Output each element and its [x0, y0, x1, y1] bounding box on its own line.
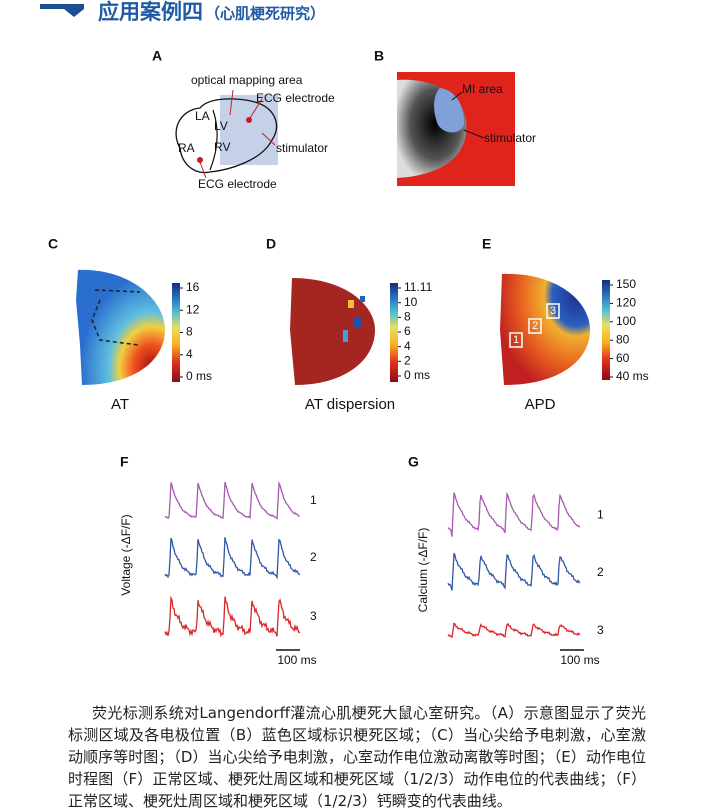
trace	[447, 491, 581, 537]
annotation: LA	[195, 109, 210, 123]
annotation: ECG electrode	[256, 91, 335, 105]
annotation: ECG electrode	[198, 177, 277, 191]
colorbar	[390, 283, 398, 382]
annotation: stimulator	[276, 141, 328, 155]
figure-caption: 荧光标测系统对Langendorff灌流心肌梗死大鼠心室研究。（A）示意图显示了…	[68, 704, 646, 810]
colorbar-label: 0 ms	[404, 368, 430, 382]
mapping-area	[220, 95, 278, 165]
panel-label: E	[482, 236, 491, 252]
colorbar-label: 16	[186, 280, 200, 294]
region-box	[509, 332, 523, 348]
septum	[209, 109, 218, 171]
colorbar-label: 150	[616, 277, 636, 291]
region-label: 3	[550, 305, 556, 317]
colorbar-label: 12	[186, 302, 200, 316]
trace	[164, 480, 301, 520]
panel-caption: AT	[111, 396, 129, 413]
panel-caption: APD	[525, 396, 556, 413]
y-axis-label: Voltage (-ΔF/F)	[119, 514, 133, 595]
annotation: RV	[214, 140, 230, 154]
trace	[447, 552, 581, 591]
trace	[164, 537, 300, 580]
figure: 应用案例四 （心肌梗死研究） A optical mapping area EC…	[40, 0, 649, 667]
dispersion-map	[290, 278, 375, 385]
colorbar	[172, 283, 180, 382]
trace-label: 1	[597, 508, 604, 522]
header-subtitle: （心肌梗死研究）	[205, 5, 325, 23]
colorbar-label: 6	[404, 324, 411, 338]
trace-label: 2	[310, 550, 317, 564]
colorbar-label: 4	[404, 339, 411, 353]
annotation: LV	[214, 119, 228, 133]
annotation: MI area	[462, 82, 503, 96]
scale-label: 100 ms	[277, 653, 316, 667]
trace-label: 3	[310, 609, 317, 623]
trace-label: 2	[597, 565, 604, 579]
header-mark	[40, 4, 84, 17]
colorbar-label: 80	[616, 332, 630, 346]
map-spot	[348, 300, 354, 308]
colorbar-label: 10	[404, 295, 418, 309]
electrode	[197, 157, 203, 163]
trace	[164, 595, 301, 638]
y-axis-label: Calcium (-ΔF/F)	[416, 528, 430, 613]
colorbar-label: 8	[186, 325, 193, 339]
annotation: stimulator	[484, 131, 536, 145]
apd-map	[500, 273, 590, 385]
annotation: optical mapping area	[191, 73, 303, 87]
colorbar-label: 100	[616, 314, 636, 328]
colorbar-label: 4	[186, 347, 193, 361]
map-spot	[360, 296, 365, 302]
scale-label: 100 ms	[560, 653, 599, 667]
pointer	[249, 98, 263, 119]
colorbar-label: 8	[404, 310, 411, 324]
colorbar-label: 11.11	[404, 280, 433, 294]
region-label: 2	[532, 320, 538, 332]
panel-label: C	[48, 236, 58, 252]
colorbar-label: 0 ms	[186, 369, 212, 383]
map-spot	[354, 318, 361, 328]
pointer	[463, 129, 485, 139]
trace	[447, 622, 581, 639]
header-title: 应用案例四	[98, 0, 203, 24]
pointer	[451, 91, 463, 101]
colorbar-label: 120	[616, 296, 636, 310]
pointer	[229, 89, 234, 116]
annotation: RA	[178, 141, 195, 155]
pointer	[261, 132, 276, 146]
electrode	[246, 117, 252, 123]
colorbar-label: 2	[404, 354, 411, 368]
pointer	[199, 161, 207, 179]
region-box	[528, 318, 542, 334]
panel-label: D	[266, 236, 276, 252]
colorbar-label: 40 ms	[616, 369, 649, 383]
trace-label: 3	[597, 623, 604, 637]
panel-caption: AT dispersion	[305, 396, 395, 413]
at-map	[76, 269, 165, 385]
colorbar-label: 60	[616, 351, 630, 365]
activation-arrows	[91, 289, 141, 346]
colorbar	[602, 280, 610, 380]
region-label: 1	[513, 334, 519, 346]
heart-outline	[175, 98, 278, 174]
panel-label: B	[374, 48, 384, 64]
mi-area	[434, 88, 465, 133]
panel-label: A	[152, 48, 162, 64]
panel-label: F	[120, 454, 129, 470]
map-spot	[343, 330, 348, 342]
trace-label: 1	[310, 493, 317, 507]
panel-label: G	[408, 454, 419, 470]
region-box	[546, 303, 560, 319]
